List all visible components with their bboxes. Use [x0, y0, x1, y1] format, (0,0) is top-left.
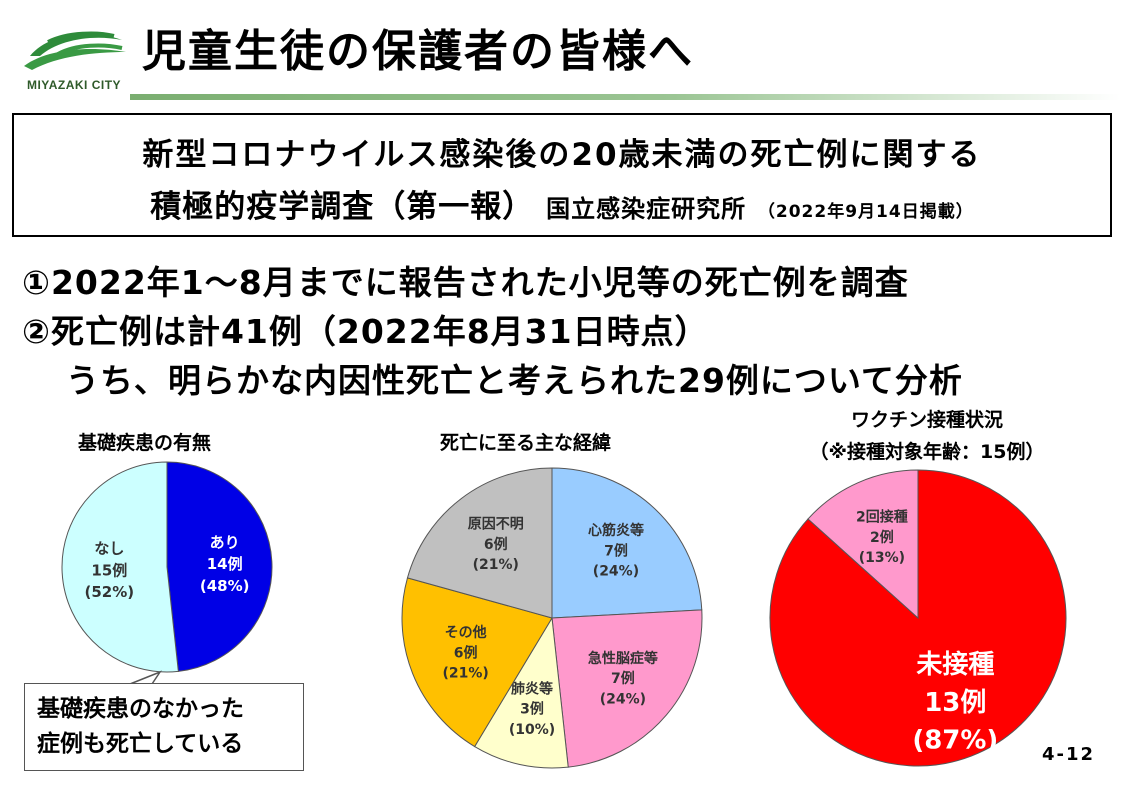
source-date: （2022年9月14日掲載） [757, 202, 974, 222]
callout-line-2: 症例も死亡している [37, 731, 244, 757]
logo-text: MIYAZAKI CITY [26, 78, 122, 92]
chart-1-title: 基礎疾患の有無 [78, 432, 212, 454]
source-citation-box: 新型コロナウイルス感染後の20歳未満の死亡例に関する 積極的疫学調査（第一報） … [12, 113, 1112, 237]
pie-slice [551, 467, 703, 619]
pie-slice [551, 609, 703, 768]
callout-note: 基礎疾患のなかった 症例も死亡している [24, 683, 304, 771]
page-number: 4-12 [1041, 744, 1095, 765]
pie-slice [406, 467, 553, 619]
bullet-2: ②死亡例は計41例（2022年8月31日時点） [22, 312, 709, 351]
title-divider [130, 94, 1120, 100]
slice-label: 2回接種 2例(13%) [856, 508, 908, 566]
chart-2-title: 死亡に至る主な経緯 [440, 432, 612, 454]
chart-3-subtitle: （※接種対象年齢：15例） [809, 441, 1045, 463]
chart-3-title: ワクチン接種状況 [850, 409, 1003, 431]
slice-label: その他 6例(21%) [442, 624, 488, 682]
bullet-1: ①2022年1～8月までに報告された小児等の死亡例を調査 [22, 263, 909, 302]
source-organization: 国立感染症研究所 [546, 195, 747, 223]
slice-label: なし 15例(52%) [85, 540, 135, 602]
pie-chart-cause-of-death: 心筋炎等 7例(24%) 急性脳症等 7例(24%) 肺炎等 3例(10%) その他 6例(2… [401, 467, 703, 769]
slice-label: 心筋炎等 7例(24%) [588, 522, 644, 580]
source-line-1: 新型コロナウイルス感染後の20歳未満の死亡例に関する [142, 137, 982, 173]
slice-label: 原因不明 6例(21%) [468, 517, 524, 574]
source-line-2: 積極的疫学調査（第一報） 国立感染症研究所 （2022年9月14日掲載） [14, 181, 1110, 226]
page-title: 児童生徒の保護者の皆様へ [142, 26, 694, 77]
pie-chart-underlying-disease: あり 14例(48%) なし 15例(52%) [61, 461, 273, 673]
pie-slice [166, 461, 273, 672]
slice-label: 肺炎等 3例(10%) [509, 680, 555, 738]
source-study-name: 積極的疫学調査（第一報） [150, 189, 535, 225]
pie-slice [807, 469, 919, 620]
slice-label: 急性脳症等 7例(24%) [588, 650, 658, 708]
pie-slice [473, 616, 569, 769]
callout-line-1: 基礎疾患のなかった [37, 696, 244, 722]
pie-slice [401, 577, 553, 748]
pie-chart-vaccination-status: 未接種 13例(87%) 2回接種 2例(13%) [769, 469, 1067, 767]
pie-slice [61, 461, 179, 673]
slice-label: 未接種 13例(87%) [912, 650, 998, 755]
miyazaki-city-logo [24, 31, 126, 70]
slice-label: あり 14例(48%) [200, 533, 250, 595]
bullet-3: うち、明らかな内因性死亡と考えられた29例について分析 [66, 361, 963, 400]
